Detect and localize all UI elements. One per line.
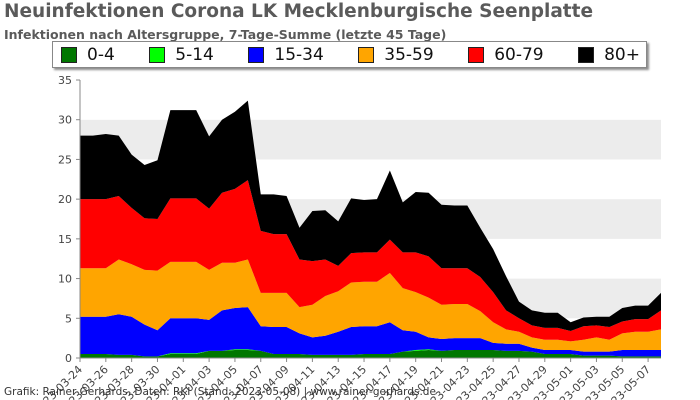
legend-swatch xyxy=(61,46,77,63)
series-area-60-79 xyxy=(80,180,661,342)
legend-label: 15-34 xyxy=(274,44,324,65)
y-tick-label: 35 xyxy=(58,74,72,87)
legend-item-0-4: 0-4 xyxy=(61,45,115,65)
y-axis-ticks: 0 5 10 15 20 25 30 35 xyxy=(58,74,80,365)
legend-label: 0-4 xyxy=(87,44,115,65)
chart-subtitle: Infektionen nach Altersgruppe, 7-Tage-Su… xyxy=(4,27,447,42)
legend-label: 80+ xyxy=(604,44,640,65)
legend-item-35-59: 35-59 xyxy=(358,44,434,65)
legend-swatch xyxy=(248,46,265,63)
series-area-80+ xyxy=(80,100,661,331)
y-tick-label: 20 xyxy=(58,193,72,206)
grid-band xyxy=(80,80,661,120)
legend-swatch xyxy=(468,46,485,63)
y-tick-label: 10 xyxy=(58,273,72,286)
legend-label: 35-59 xyxy=(384,44,434,65)
legend-swatch xyxy=(358,46,375,63)
series-area-15-34 xyxy=(80,307,661,357)
legend-swatch xyxy=(578,46,595,63)
chart-title: Neuinfektionen Corona LK Mecklenburgisch… xyxy=(4,1,594,22)
y-tick-label: 0 xyxy=(65,352,72,365)
y-tick-label: 30 xyxy=(58,114,72,127)
legend-label: 5-14 xyxy=(175,44,214,65)
chart-legend: 0-4 5-14 15-34 35-59 60-79 80+ xyxy=(52,41,647,68)
legend-item-15-34: 15-34 xyxy=(248,44,324,65)
chart-axes xyxy=(79,80,661,359)
legend-item-60-79: 60-79 xyxy=(468,44,544,65)
legend-item-80+: 80+ xyxy=(578,45,640,65)
footer-credit: Grafik: Rainer Gerhards, Daten: RKI (Sta… xyxy=(4,386,436,398)
legend-swatch xyxy=(149,46,166,63)
legend-label: 60-79 xyxy=(494,44,544,65)
series-area-35-59 xyxy=(80,259,661,352)
y-tick-label: 25 xyxy=(58,153,72,166)
stacked-areas xyxy=(80,100,661,358)
y-tick-label: 15 xyxy=(58,233,72,246)
legend-item-5-14: 5-14 xyxy=(149,45,214,65)
y-tick-label: 5 xyxy=(65,312,72,325)
